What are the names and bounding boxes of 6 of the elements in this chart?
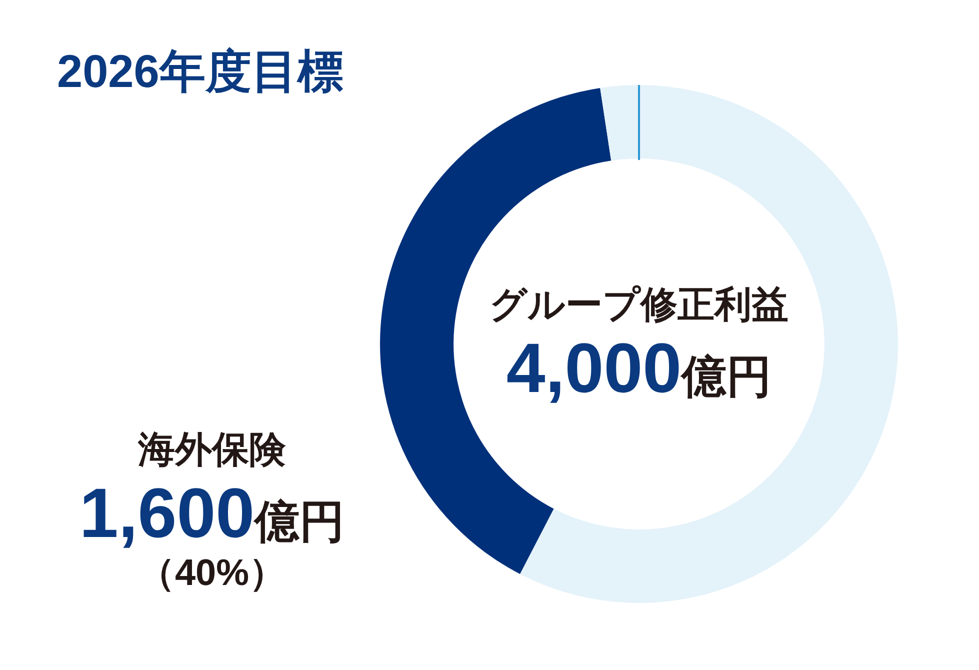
data-label: （40%） bbox=[136, 551, 288, 595]
text: グループ修正利益 bbox=[488, 283, 790, 327]
text: 1,600億円 bbox=[79, 474, 345, 552]
chart-title: 2026年度目標 bbox=[57, 44, 344, 98]
text: 4,000億円 bbox=[506, 329, 772, 407]
slice-label: 海外保険 bbox=[136, 428, 287, 472]
